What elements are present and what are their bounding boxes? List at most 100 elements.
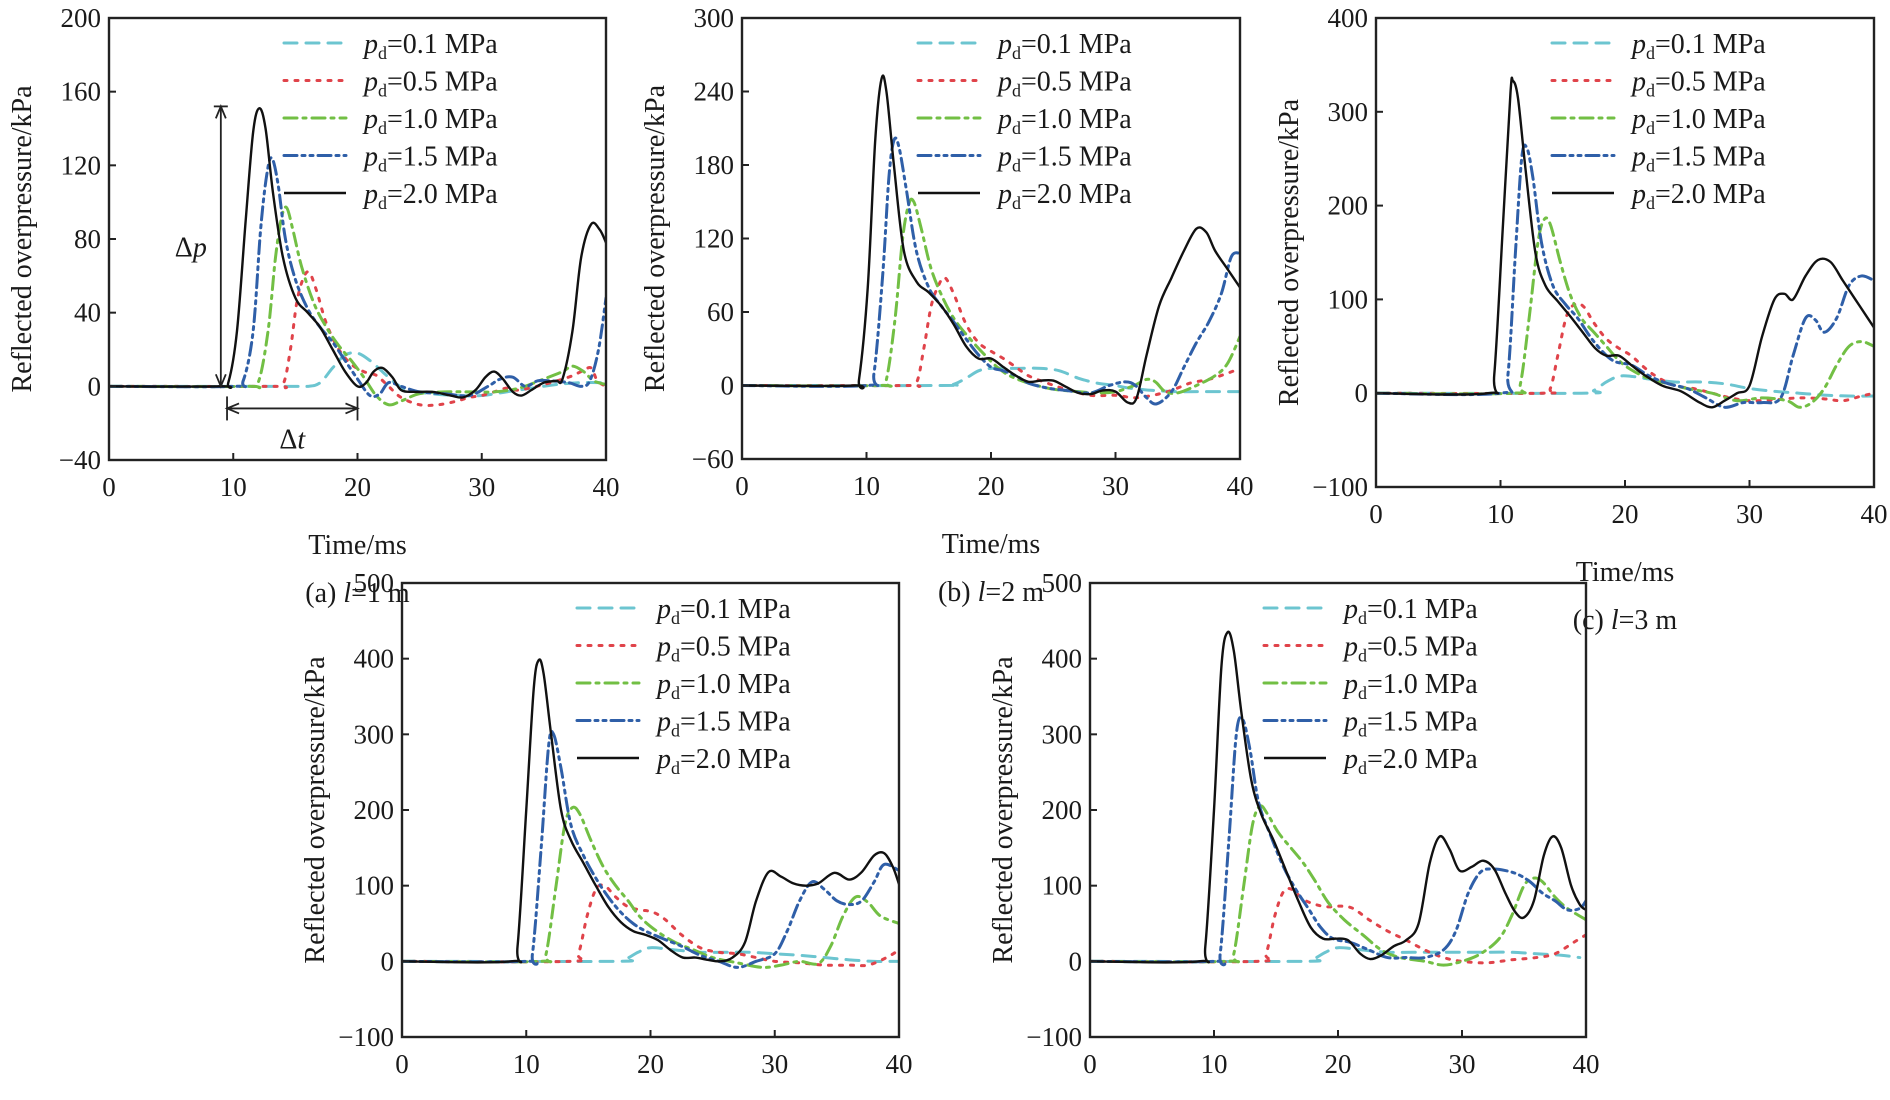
legend-item-pd-2_0: pd=2.0 MPa bbox=[577, 744, 791, 778]
series-line-pd-1_5 bbox=[109, 156, 606, 399]
series-line-pd-0_1 bbox=[402, 946, 899, 963]
series-line-pd-0_5 bbox=[402, 883, 899, 968]
legend-label: pd=1.5 MPa bbox=[655, 707, 791, 741]
arrowhead-right bbox=[345, 402, 360, 415]
legend-label: pd=0.5 MPa bbox=[996, 67, 1132, 101]
arrowhead-up bbox=[214, 104, 227, 119]
panel-caption: (a) l=1 m bbox=[305, 578, 410, 609]
legend-label: pd=2.0 MPa bbox=[362, 179, 498, 213]
series-group bbox=[1090, 630, 1586, 967]
series-line-pd-0_1 bbox=[742, 366, 1240, 394]
series-group bbox=[109, 107, 606, 407]
plot-frame bbox=[400, 581, 901, 1039]
series-line-pd-1_0 bbox=[402, 805, 899, 969]
y-tick-label: 60 bbox=[707, 297, 734, 327]
x-tick-label: 10 bbox=[513, 1049, 540, 1079]
plot-frame bbox=[1374, 16, 1876, 489]
series-line-pd-1_5 bbox=[1376, 143, 1874, 409]
x-tick-label: 40 bbox=[593, 472, 620, 502]
legend-label: pd=1.0 MPa bbox=[655, 669, 791, 703]
panel-b: 0 10 20 30 40−60060120180240300Time/msReflec… bbox=[640, 3, 1254, 608]
y-tick-label: 200 bbox=[61, 3, 102, 33]
legend-item-pd-1_0: pd=1.0 MPa bbox=[282, 104, 498, 138]
x-tick-label: 30 bbox=[1449, 1049, 1476, 1079]
legend-item-pd-2_0: pd=2.0 MPa bbox=[918, 179, 1132, 213]
legend-item-pd-0_1: pd=0.1 MPa bbox=[282, 29, 498, 63]
x-tick-label: 30 bbox=[468, 472, 495, 502]
x-tick-label: 40 bbox=[1573, 1049, 1600, 1079]
series-line-pd-1_5 bbox=[742, 136, 1240, 406]
x-tick-label: 20 bbox=[637, 1049, 664, 1079]
x-tick-label: 40 bbox=[1227, 471, 1254, 501]
y-tick-label: −100 bbox=[1026, 1022, 1082, 1052]
x-tick-label: 20 bbox=[344, 472, 371, 502]
series-line-pd-2_0 bbox=[402, 658, 899, 964]
legend-item-pd-0_5: pd=0.5 MPa bbox=[282, 67, 498, 101]
legend-label: pd=2.0 MPa bbox=[655, 744, 791, 778]
legend-item-pd-1_5: pd=1.5 MPa bbox=[1262, 707, 1478, 741]
legend-item-pd-2_0: pd=2.0 MPa bbox=[1552, 179, 1766, 213]
y-axis-label: Reflected overpressure/kPa bbox=[1274, 98, 1305, 406]
y-tick-label: 300 bbox=[694, 3, 735, 33]
x-tick-label: 40 bbox=[1861, 499, 1888, 529]
series-line-pd-2_0 bbox=[109, 107, 606, 399]
series-line-pd-0_5 bbox=[109, 270, 606, 407]
series-line-pd-2_0 bbox=[1376, 76, 1874, 409]
arrowhead-down bbox=[214, 373, 227, 389]
panel-e: 010203040−1000100200300400500Time/msRefl… bbox=[988, 568, 1600, 1079]
legend-label: pd=0.1 MPa bbox=[1630, 29, 1766, 63]
series-line-pd-0_5 bbox=[742, 275, 1240, 400]
x-tick-label: 0 bbox=[735, 471, 749, 501]
x-tick-label: 20 bbox=[1612, 499, 1639, 529]
x-tick-label: 30 bbox=[761, 1049, 788, 1079]
legend-label: pd=0.1 MPa bbox=[655, 594, 791, 628]
legend-item-pd-1_0: pd=1.0 MPa bbox=[1262, 669, 1478, 703]
x-tick-label: 20 bbox=[978, 471, 1005, 501]
y-tick-label: 120 bbox=[694, 224, 735, 254]
y-axis-label: Reflected overpressure/kPa bbox=[640, 84, 671, 392]
panel-caption: (b) l=2 m bbox=[938, 577, 1044, 608]
y-tick-label: 500 bbox=[1042, 568, 1083, 598]
legend-item-pd-0_5: pd=0.5 MPa bbox=[1550, 67, 1766, 101]
legend-label: pd=1.5 MPa bbox=[1630, 142, 1766, 176]
y-tick-label: 500 bbox=[354, 568, 395, 598]
x-tick-label: 0 bbox=[395, 1049, 409, 1079]
panel-caption: (c) l=3 m bbox=[1573, 605, 1678, 636]
x-tick-label: 20 bbox=[1325, 1049, 1352, 1079]
series-line-pd-1_5 bbox=[402, 729, 899, 969]
y-tick-label: 200 bbox=[354, 795, 395, 825]
panel-a: 0 10 20 30 40−4004080120160200Time/msReflect… bbox=[7, 3, 620, 609]
legend-label: pd=0.5 MPa bbox=[1630, 67, 1766, 101]
legend-item-pd-0_1: pd=0.1 MPa bbox=[1262, 594, 1478, 628]
legend-label: pd=2.0 MPa bbox=[1342, 744, 1478, 778]
x-axis-label: Time/ms bbox=[308, 530, 407, 561]
series-group bbox=[1376, 76, 1874, 409]
series-line-pd-0_1 bbox=[1090, 946, 1582, 963]
y-tick-label: 0 bbox=[721, 371, 735, 401]
y-axis-label: Reflected overpressure/kPa bbox=[7, 85, 38, 393]
delta-t-label: Δt bbox=[279, 424, 306, 455]
y-tick-label: −40 bbox=[59, 445, 101, 475]
y-tick-label: 300 bbox=[1328, 97, 1369, 127]
legend-item-pd-0_5: pd=0.5 MPa bbox=[916, 67, 1132, 101]
series-line-pd-0_1 bbox=[109, 351, 606, 398]
y-tick-label: 120 bbox=[61, 150, 102, 180]
legend-label: pd=2.0 MPa bbox=[996, 179, 1132, 213]
legend-label: pd=1.0 MPa bbox=[1342, 669, 1478, 703]
legend-item-pd-1_0: pd=1.0 MPa bbox=[1550, 104, 1766, 138]
y-tick-label: 300 bbox=[1042, 719, 1083, 749]
series-line-pd-0_5 bbox=[1090, 886, 1586, 965]
legend-item-pd-0_5: pd=0.5 MPa bbox=[1262, 632, 1478, 666]
legend-label: pd=2.0 MPa bbox=[1630, 179, 1766, 213]
x-tick-label: 0 bbox=[1083, 1049, 1097, 1079]
series-line-pd-2_0 bbox=[1090, 630, 1586, 964]
series-group bbox=[742, 74, 1240, 406]
y-axis-label: Reflected overpressure/kPa bbox=[988, 656, 1019, 964]
y-tick-label: 160 bbox=[61, 77, 102, 107]
series-line-pd-0_1 bbox=[1376, 374, 1874, 398]
y-tick-label: 100 bbox=[354, 871, 395, 901]
series-line-pd-2_0 bbox=[742, 74, 1240, 405]
